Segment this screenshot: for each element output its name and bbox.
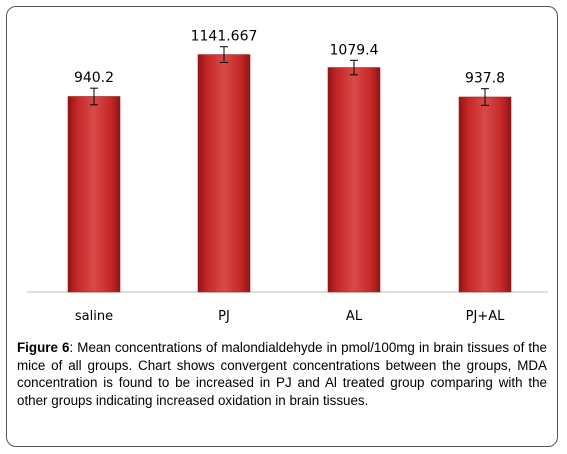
- bar-saline: [67, 96, 121, 293]
- value-label-saline: 940.2: [74, 70, 114, 86]
- value-label-al: 1079.4: [330, 42, 379, 58]
- bar-pj-al: [458, 96, 512, 293]
- category-label-pj: PJ: [218, 309, 230, 324]
- error-bar-al: [350, 59, 358, 76]
- category-label-saline: saline: [75, 309, 113, 324]
- error-bar-pj: [220, 46, 228, 64]
- figure-caption-text: : Mean concentrations of malondialdehyde…: [17, 340, 547, 408]
- value-label-pj: 1141.667: [191, 29, 258, 45]
- error-bar-saline: [90, 87, 98, 106]
- bar-al: [327, 67, 381, 293]
- error-bar-pj-al: [481, 88, 489, 106]
- value-label-pj-al: 937.8: [465, 71, 505, 87]
- bar-chart: 940.2 saline 1141.667 PJ 1079.4 AL 937.8 PJ+AL: [27, 29, 548, 324]
- figure-caption-label: Figure 6: [17, 340, 70, 355]
- category-label-pj-al: PJ+AL: [466, 309, 505, 324]
- category-label-al: AL: [346, 309, 363, 324]
- figure-caption: Figure 6: Mean concentrations of malondi…: [17, 339, 547, 409]
- bar-pj: [197, 54, 251, 293]
